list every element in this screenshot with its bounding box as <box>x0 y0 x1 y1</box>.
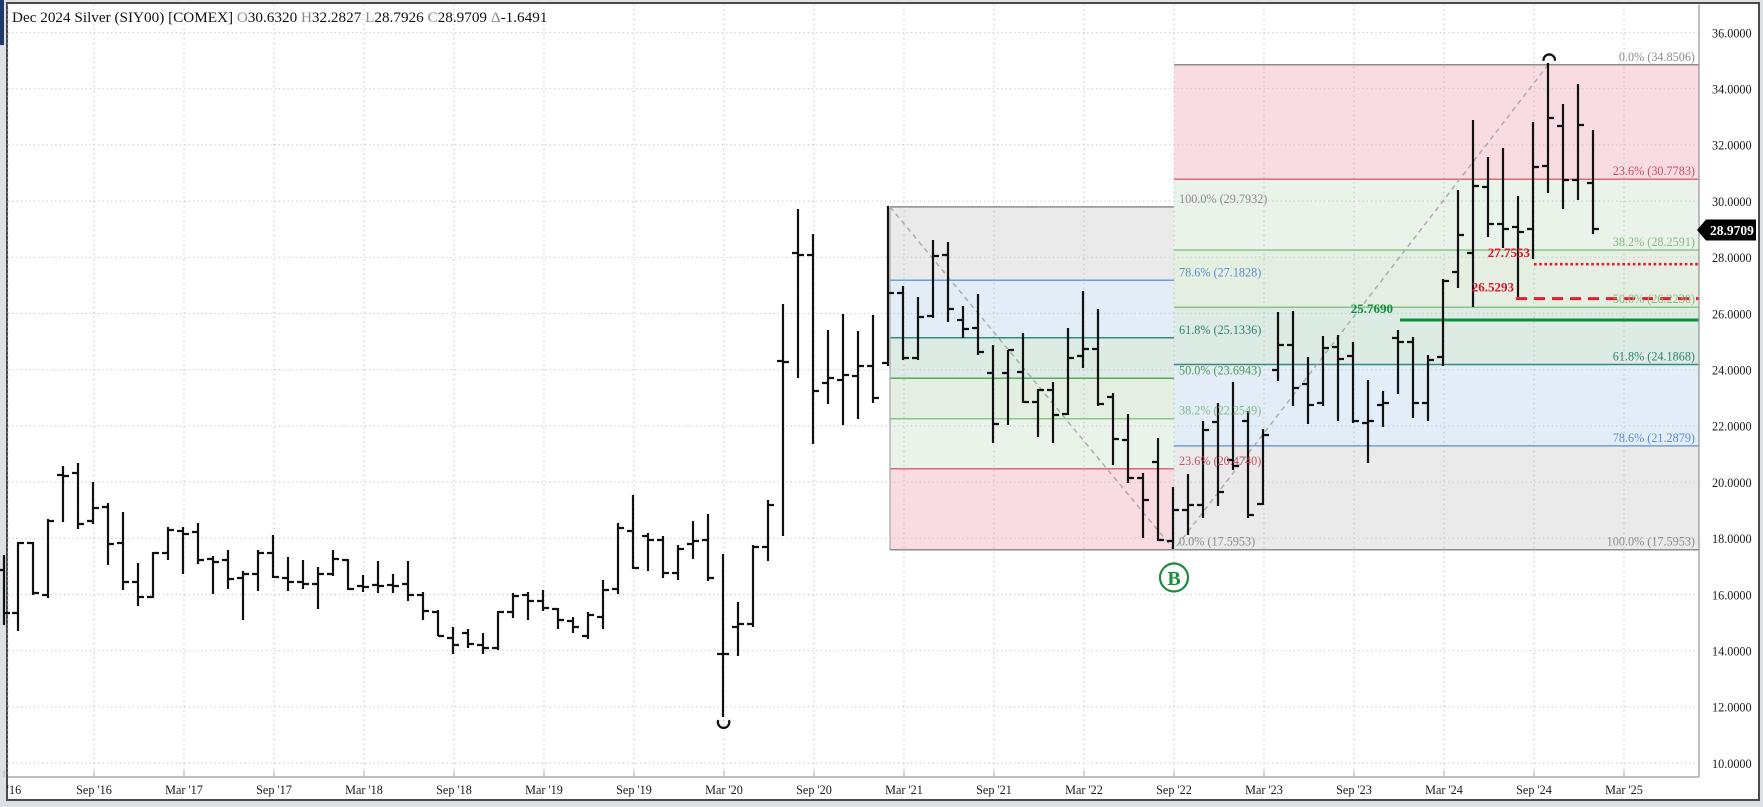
svg-text:78.6% (21.2879): 78.6% (21.2879) <box>1613 431 1695 445</box>
svg-text:Sep '21: Sep '21 <box>976 783 1012 797</box>
svg-text:23.6% (20.4740): 23.6% (20.4740) <box>1179 454 1261 468</box>
svg-text:Sep '18: Sep '18 <box>436 783 472 797</box>
svg-text:50.0% (23.6943): 50.0% (23.6943) <box>1179 363 1261 377</box>
svg-text:0.0% (34.8506): 0.0% (34.8506) <box>1619 50 1695 64</box>
svg-text:26.5293: 26.5293 <box>1472 280 1515 295</box>
svg-text:Sep '24: Sep '24 <box>1516 783 1552 797</box>
svg-text:23.6% (30.7783): 23.6% (30.7783) <box>1613 164 1695 178</box>
svg-text:61.8% (24.1868): 61.8% (24.1868) <box>1613 350 1695 364</box>
svg-text:20.0000: 20.0000 <box>1712 476 1752 490</box>
svg-text:14.0000: 14.0000 <box>1712 645 1752 659</box>
svg-text:Sep '20: Sep '20 <box>796 783 832 797</box>
svg-text:28.9709: 28.9709 <box>1710 223 1754 238</box>
svg-text:32.0000: 32.0000 <box>1712 139 1752 153</box>
svg-text:Sep '23: Sep '23 <box>1336 783 1372 797</box>
svg-text:24.0000: 24.0000 <box>1712 364 1752 378</box>
svg-text:34.0000: 34.0000 <box>1712 83 1752 97</box>
svg-text:Dec 2024 Silver (SIY00) [COMEX: Dec 2024 Silver (SIY00) [COMEX] O30.6320… <box>12 9 547 26</box>
svg-text:Mar '23: Mar '23 <box>1245 783 1283 797</box>
svg-text:Mar '18: Mar '18 <box>345 783 383 797</box>
svg-text:Sep '17: Sep '17 <box>256 783 292 797</box>
svg-text:Mar '20: Mar '20 <box>705 783 743 797</box>
svg-text:Sep '22: Sep '22 <box>1156 783 1192 797</box>
svg-text:Sep '16: Sep '16 <box>76 783 112 797</box>
svg-text:Mar '22: Mar '22 <box>1065 783 1103 797</box>
svg-text:18.0000: 18.0000 <box>1712 532 1752 546</box>
svg-text:B: B <box>1167 568 1180 590</box>
svg-text:25.7690: 25.7690 <box>1351 301 1393 316</box>
svg-text:100.0% (29.7932): 100.0% (29.7932) <box>1179 192 1267 206</box>
svg-text:30.0000: 30.0000 <box>1712 195 1752 209</box>
svg-text:38.2% (22.2549): 38.2% (22.2549) <box>1179 404 1261 418</box>
svg-text:36.0000: 36.0000 <box>1712 26 1752 40</box>
svg-text:'16: '16 <box>7 783 21 797</box>
svg-text:10.0000: 10.0000 <box>1712 757 1752 771</box>
svg-text:26.0000: 26.0000 <box>1712 307 1752 321</box>
svg-text:28.0000: 28.0000 <box>1712 251 1752 265</box>
svg-text:Mar '21: Mar '21 <box>885 783 923 797</box>
svg-text:0.0% (17.5953): 0.0% (17.5953) <box>1179 535 1255 549</box>
svg-text:100.0% (17.5953): 100.0% (17.5953) <box>1607 535 1695 549</box>
svg-text:16.0000: 16.0000 <box>1712 588 1752 602</box>
svg-text:61.8% (25.1336): 61.8% (25.1336) <box>1179 323 1261 337</box>
svg-text:Mar '25: Mar '25 <box>1605 783 1643 797</box>
svg-text:38.2% (28.2591): 38.2% (28.2591) <box>1613 235 1695 249</box>
svg-text:Sep '19: Sep '19 <box>616 783 652 797</box>
svg-text:50.0% (26.2230): 50.0% (26.2230) <box>1613 292 1695 306</box>
svg-text:Mar '24: Mar '24 <box>1425 783 1463 797</box>
svg-text:22.0000: 22.0000 <box>1712 420 1752 434</box>
svg-text:12.0000: 12.0000 <box>1712 701 1752 715</box>
svg-text:78.6% (27.1828): 78.6% (27.1828) <box>1179 265 1261 279</box>
svg-text:Mar '17: Mar '17 <box>165 783 203 797</box>
svg-text:27.7553: 27.7553 <box>1488 245 1531 260</box>
svg-text:Mar '19: Mar '19 <box>525 783 563 797</box>
